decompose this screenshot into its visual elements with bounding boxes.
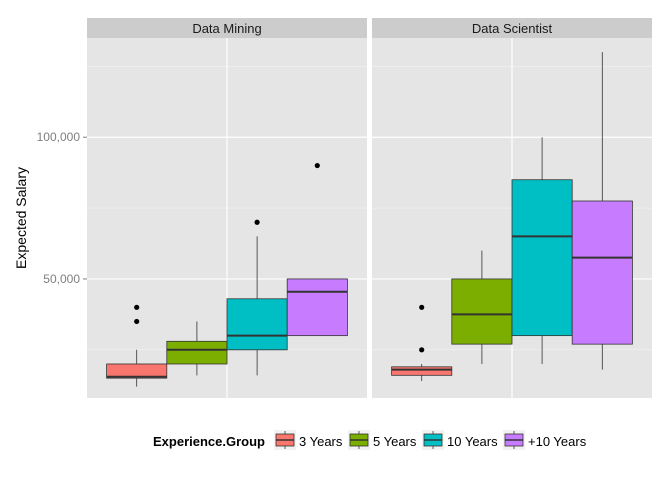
box [226,219,288,376]
box-body [391,366,453,376]
outlier-point [314,162,320,169]
facet-strip-label: Data Scientist [472,21,553,36]
legend-entry: +10 Years [503,430,587,450]
legend-entry: 5 Years [348,430,417,450]
legend: Experience.Group 3 Years 5 Years 10 Years +… [153,430,587,450]
outlier-point [419,347,425,353]
y-axis-title: Expected Salary [13,167,29,269]
facet-strip [87,18,367,38]
box-body [166,340,228,365]
box-body [571,200,633,345]
legend-title: Experience.Group [153,434,265,449]
box-body [286,278,348,337]
legend-label: 5 Years [373,434,417,449]
box [571,52,633,370]
y-axis: 50,000 100,000 [37,130,87,286]
outlier-point [419,304,425,310]
facet-strip-label: Data Mining [192,21,261,36]
panels-layer: Data Mining Data Scientist [87,18,652,398]
box-body [106,363,168,379]
box [511,137,573,364]
box [286,162,348,337]
legend-entry: 10 Years [422,430,498,450]
legend-entry: 3 Years [274,430,343,450]
facet-strip [372,18,652,38]
legend-label: +10 Years [528,434,587,449]
outlier-point [254,219,260,225]
box [106,304,168,387]
box-body [511,179,573,337]
box [166,321,228,376]
legend-label: 10 Years [447,434,498,449]
outlier-point [134,304,140,310]
box-body [451,278,513,345]
box [391,304,453,381]
legend-label: 3 Years [299,434,343,449]
facet-panel: Data Scientist [372,18,652,398]
y-tick-label: 100,000 [37,130,81,144]
box [451,250,513,364]
box-body [226,298,288,351]
y-tick-label: 50,000 [43,272,80,286]
facet-panel: Data Mining [87,18,367,398]
outlier-point [134,318,140,325]
